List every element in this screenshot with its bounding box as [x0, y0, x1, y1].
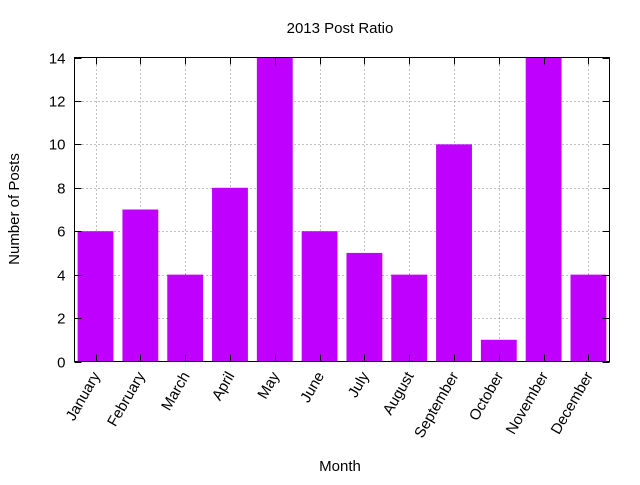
y-tick-label: 0	[57, 355, 65, 372]
x-category-label: August	[380, 368, 418, 418]
x-category-label: April	[209, 369, 239, 403]
x-category-label: September	[411, 369, 462, 441]
x-category-labels: January February March April May June July Augu…	[63, 368, 597, 441]
bar	[570, 274, 607, 362]
bar	[436, 144, 472, 362]
x-category-label: November	[503, 369, 552, 437]
y-tick-label: 12	[49, 94, 66, 111]
x-category-label: March	[158, 369, 194, 414]
bar	[391, 274, 428, 362]
x-category-label: October	[466, 369, 507, 424]
bar	[167, 274, 204, 362]
x-category-label: February	[104, 369, 149, 430]
bars	[77, 57, 607, 362]
y-tick-label: 10	[49, 137, 66, 154]
y-tick-label: 2	[57, 311, 65, 328]
bar	[301, 231, 338, 362]
y-tick-labels: 0 2 4 6 8 10 12 14	[49, 51, 66, 372]
x-category-label: July	[345, 369, 373, 401]
bar	[525, 57, 562, 362]
x-category-label: January	[63, 369, 105, 424]
y-tick-label: 6	[57, 224, 65, 241]
bar	[77, 231, 114, 362]
bar	[346, 252, 383, 362]
y-axis-title: Number of Posts	[6, 153, 23, 265]
tick-marks	[74, 57, 610, 363]
bar	[122, 209, 159, 362]
chart-title: 2013 Post Ratio	[287, 20, 394, 37]
bar	[256, 57, 293, 362]
x-category-label: June	[297, 369, 328, 406]
y-tick-label: 14	[49, 51, 66, 68]
plot-frame	[74, 57, 610, 362]
x-category-label: December	[548, 369, 597, 437]
y-tick-label: 8	[57, 181, 65, 198]
bar	[480, 339, 517, 362]
bar	[212, 187, 248, 362]
x-axis-title: Month	[319, 458, 361, 475]
x-category-label: May	[254, 369, 283, 402]
y-tick-label: 4	[57, 268, 65, 285]
